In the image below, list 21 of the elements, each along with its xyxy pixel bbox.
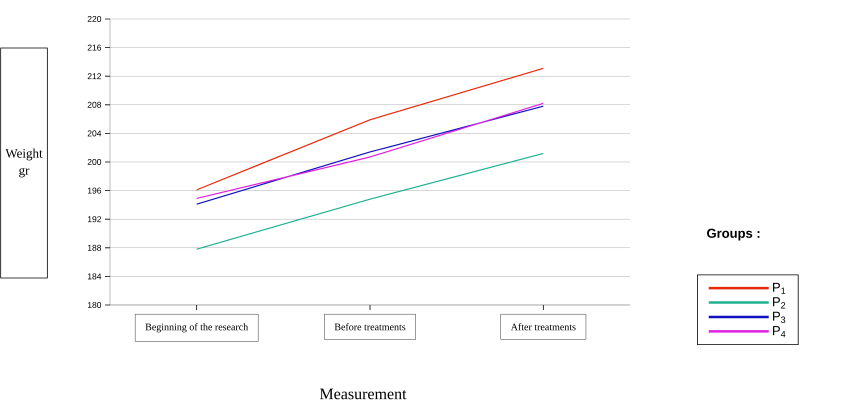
y-tick-label: 196 — [88, 188, 102, 194]
y-tick-label: 208 — [88, 102, 102, 108]
legend-label: P$_{3}$ — [773, 312, 786, 323]
legend-title: Groups : — [707, 228, 760, 240]
y-tick-label: 204 — [88, 130, 102, 136]
y-axis-title: Weight gr — [5, 148, 43, 178]
y-tick-label: 188 — [88, 244, 102, 251]
y-tick-label: 220 — [88, 16, 102, 22]
legend-label: P$_{2}$ — [773, 297, 786, 308]
y-tick-label: 200 — [88, 158, 102, 165]
y-tick-label: 212 — [88, 73, 102, 80]
x-tick-label: Before treatments — [334, 323, 406, 330]
x-axis-title: Measurement — [320, 388, 406, 400]
x-tick-label: After treatments — [510, 323, 576, 330]
y-tick-label: 180 — [88, 302, 102, 308]
y-tick-label: 216 — [88, 44, 102, 51]
legend-label: P$_{1}$ — [773, 282, 786, 294]
x-tick-label: Beginning of the research — [145, 323, 248, 332]
y-tick-label: 184 — [88, 273, 102, 280]
legend-label: P$_{4}$ — [773, 326, 786, 338]
y-tick-label: 192 — [88, 216, 102, 222]
